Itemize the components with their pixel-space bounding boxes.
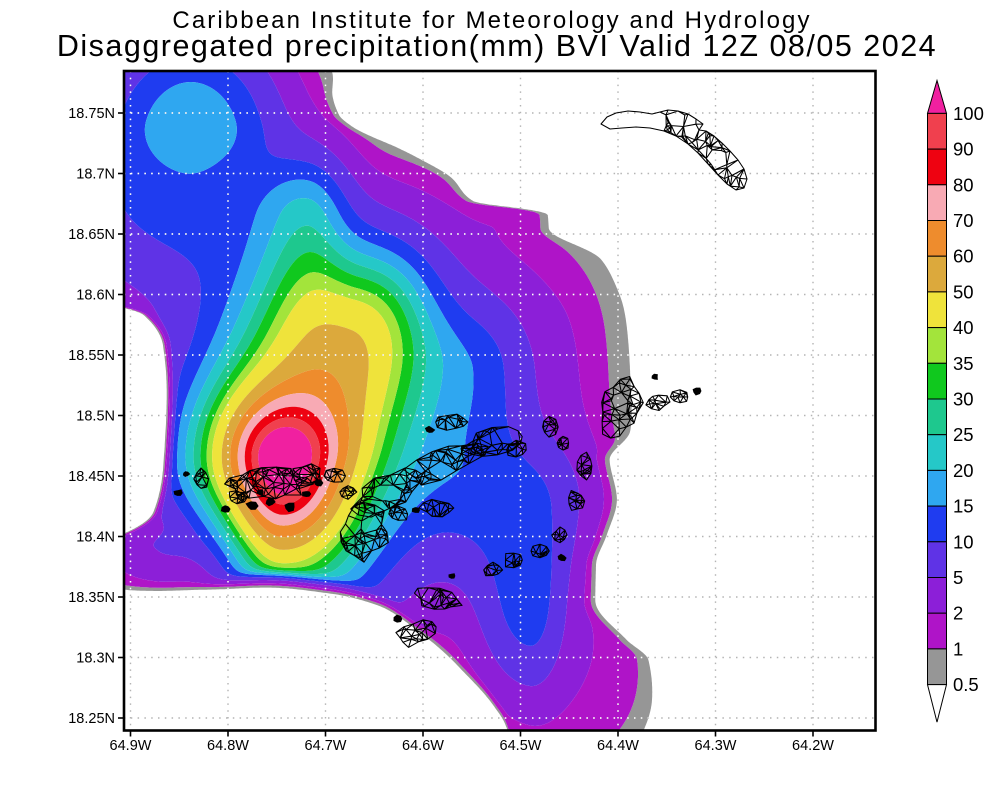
svg-text:64.2W: 64.2W <box>792 738 834 754</box>
svg-text:60: 60 <box>953 246 974 267</box>
svg-text:10: 10 <box>953 531 974 552</box>
svg-text:18.55N: 18.55N <box>68 348 115 364</box>
svg-text:64.7W: 64.7W <box>305 738 347 754</box>
svg-text:25: 25 <box>953 424 974 445</box>
svg-text:1: 1 <box>953 638 963 659</box>
svg-text:18.65N: 18.65N <box>68 227 115 243</box>
svg-text:18.35N: 18.35N <box>68 590 115 606</box>
svg-text:35: 35 <box>953 353 974 374</box>
svg-text:40: 40 <box>953 317 974 338</box>
svg-text:70: 70 <box>953 210 974 231</box>
svg-text:18.6N: 18.6N <box>76 288 115 304</box>
svg-text:20: 20 <box>953 460 974 481</box>
svg-text:64.4W: 64.4W <box>597 738 639 754</box>
svg-text:18.25N: 18.25N <box>68 711 115 727</box>
svg-text:64.8W: 64.8W <box>207 738 249 754</box>
svg-text:18.7N: 18.7N <box>76 167 115 183</box>
svg-text:2: 2 <box>953 603 963 624</box>
svg-text:18.4N: 18.4N <box>76 530 115 546</box>
svg-text:80: 80 <box>953 174 974 195</box>
svg-text:64.9W: 64.9W <box>110 738 152 754</box>
svg-text:5: 5 <box>953 567 963 588</box>
svg-text:18.3N: 18.3N <box>76 651 115 667</box>
svg-text:64.3W: 64.3W <box>695 738 737 754</box>
svg-text:Disaggregated precipitation(mm: Disaggregated precipitation(mm) BVI Vali… <box>57 29 937 63</box>
svg-text:Caribbean Institute for Meteor: Caribbean Institute for Meteorology and … <box>172 7 811 34</box>
svg-text:100: 100 <box>953 103 984 124</box>
svg-text:64.6W: 64.6W <box>402 738 444 754</box>
svg-text:90: 90 <box>953 139 974 160</box>
svg-text:15: 15 <box>953 496 974 517</box>
svg-text:30: 30 <box>953 389 974 410</box>
svg-text:18.45N: 18.45N <box>68 469 115 485</box>
svg-text:18.5N: 18.5N <box>76 409 115 425</box>
svg-text:50: 50 <box>953 281 974 302</box>
svg-text:64.5W: 64.5W <box>500 738 542 754</box>
svg-text:0.5: 0.5 <box>953 674 979 695</box>
svg-text:18.75N: 18.75N <box>68 106 115 122</box>
